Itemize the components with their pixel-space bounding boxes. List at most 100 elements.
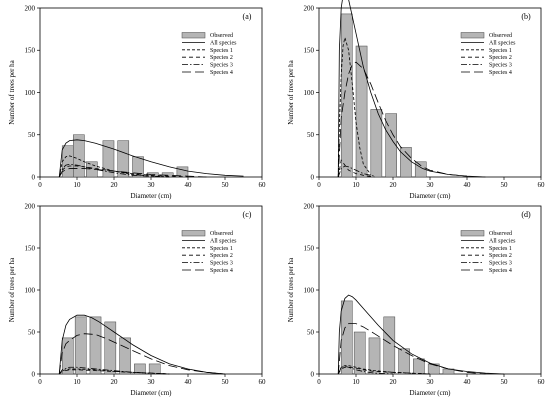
y-tick-label: 100 bbox=[304, 286, 315, 294]
observed-bar bbox=[398, 348, 410, 375]
chart-panel-3: 0 10 20 30 40 50 60 0 50 100 150 200 Diameter (cm) Nu… bbox=[8, 202, 266, 397]
y-tick-label: 150 bbox=[25, 244, 36, 252]
observed-bar bbox=[385, 113, 397, 178]
y-tick-label: 200 bbox=[304, 202, 315, 210]
legend-label: Observed bbox=[210, 33, 233, 39]
chart-panel-1: 0 10 20 30 40 50 60 0 50 100 150 200 Diameter (cm) Nu… bbox=[8, 4, 266, 200]
legend-label: All species bbox=[489, 238, 516, 244]
x-tick-label: 0 bbox=[38, 378, 42, 386]
legend-label: Observed bbox=[210, 231, 233, 237]
legend-label: Species 3 bbox=[210, 63, 233, 69]
observed-bar bbox=[102, 140, 115, 178]
x-tick-label: 20 bbox=[390, 378, 398, 386]
observed-bar bbox=[413, 358, 425, 375]
curve-species-2 bbox=[58, 165, 189, 178]
y-tick-label: 200 bbox=[25, 4, 36, 12]
curve-all-species bbox=[58, 314, 226, 375]
x-tick-label: 40 bbox=[185, 181, 193, 189]
x-tick-label: 60 bbox=[259, 181, 267, 189]
x-tick-label: 60 bbox=[538, 181, 546, 189]
y-tick-label: 200 bbox=[304, 4, 315, 12]
legend-label: Species 4 bbox=[489, 70, 512, 76]
curve-species-4 bbox=[58, 333, 226, 375]
y-tick-label: 0 bbox=[32, 370, 36, 378]
x-axis-label: Diameter (cm) bbox=[409, 389, 451, 397]
observed-bar bbox=[370, 109, 383, 178]
legend-label: Species 2 bbox=[210, 55, 233, 61]
x-axis-label: Diameter (cm) bbox=[130, 389, 172, 397]
curve-species-4 bbox=[337, 323, 486, 375]
y-tick-label: 0 bbox=[311, 173, 315, 181]
panel-label: (d) bbox=[521, 210, 531, 219]
x-tick-label: 40 bbox=[464, 181, 472, 189]
observed-bar bbox=[383, 316, 396, 375]
panel-label: (a) bbox=[243, 12, 252, 21]
legend-label: Species 2 bbox=[489, 55, 512, 61]
curve-all-species bbox=[58, 139, 244, 178]
curve-species-2 bbox=[337, 366, 431, 375]
observed-bar bbox=[61, 337, 74, 375]
x-tick-label: 30 bbox=[148, 181, 156, 189]
chart-panel-4: 0 10 20 30 40 50 60 0 50 100 150 200 Diameter (cm) Nu… bbox=[287, 202, 545, 397]
observed-bar bbox=[104, 321, 117, 375]
y-tick-label: 50 bbox=[28, 131, 36, 139]
x-tick-label: 20 bbox=[390, 181, 398, 189]
y-tick-label: 50 bbox=[307, 328, 315, 336]
x-tick-label: 10 bbox=[353, 181, 361, 189]
x-tick-label: 40 bbox=[185, 378, 193, 386]
legend-label: Species 1 bbox=[489, 246, 512, 252]
legend-label: All species bbox=[489, 40, 516, 46]
observed-bar bbox=[74, 316, 87, 375]
legend-label: Species 1 bbox=[210, 48, 233, 54]
curve-all-species bbox=[337, 294, 505, 375]
x-axis-label: Diameter (cm) bbox=[409, 192, 451, 200]
observed-bar bbox=[73, 134, 85, 178]
y-tick-label: 100 bbox=[304, 89, 315, 97]
x-tick-label: 0 bbox=[38, 181, 42, 189]
panel-label: (c) bbox=[243, 210, 252, 219]
x-tick-label: 50 bbox=[222, 378, 230, 386]
legend-label: Species 3 bbox=[489, 261, 512, 267]
y-tick-label: 0 bbox=[311, 370, 315, 378]
y-tick-label: 100 bbox=[25, 89, 36, 97]
chart-panel-2: 0 10 20 30 40 50 60 0 50 100 150 200 Diameter (cm) Nu… bbox=[287, 0, 545, 200]
observed-bar bbox=[117, 140, 130, 178]
legend-label: Observed bbox=[489, 33, 512, 39]
y-axis-label: Number of trees per ha bbox=[8, 257, 16, 322]
curve-species-3 bbox=[337, 165, 375, 178]
y-tick-label: 50 bbox=[307, 131, 315, 139]
curve-species-3 bbox=[58, 366, 170, 375]
x-tick-label: 50 bbox=[501, 181, 509, 189]
curve-species-3 bbox=[58, 163, 170, 178]
x-tick-label: 50 bbox=[501, 378, 509, 386]
curve-species-2 bbox=[337, 159, 375, 178]
observed-bar bbox=[134, 363, 146, 375]
y-tick-label: 0 bbox=[32, 173, 36, 181]
observed-bar bbox=[132, 156, 144, 178]
legend-swatch-observed bbox=[181, 230, 206, 237]
legend-label: Species 4 bbox=[489, 268, 512, 274]
legend-swatch-observed bbox=[181, 32, 206, 39]
y-axis-label: Number of trees per ha bbox=[287, 257, 295, 322]
curve-species-4 bbox=[337, 61, 468, 178]
legend-label: Species 2 bbox=[489, 253, 512, 259]
legend-label: Species 3 bbox=[210, 261, 233, 267]
x-tick-label: 50 bbox=[222, 181, 230, 189]
x-tick-label: 0 bbox=[317, 181, 321, 189]
legend-label: Species 1 bbox=[489, 48, 512, 54]
x-tick-label: 60 bbox=[538, 378, 546, 386]
x-axis-label: Diameter (cm) bbox=[130, 192, 172, 200]
x-tick-label: 20 bbox=[111, 378, 119, 386]
y-tick-label: 200 bbox=[25, 202, 36, 210]
legend-label: All species bbox=[210, 238, 237, 244]
legend-label: Species 3 bbox=[489, 63, 512, 69]
observed-bar bbox=[340, 13, 353, 178]
x-tick-label: 10 bbox=[353, 378, 361, 386]
curve-species-1 bbox=[337, 365, 431, 375]
legend-label: Observed bbox=[489, 231, 512, 237]
legend-label: Species 1 bbox=[210, 246, 233, 252]
